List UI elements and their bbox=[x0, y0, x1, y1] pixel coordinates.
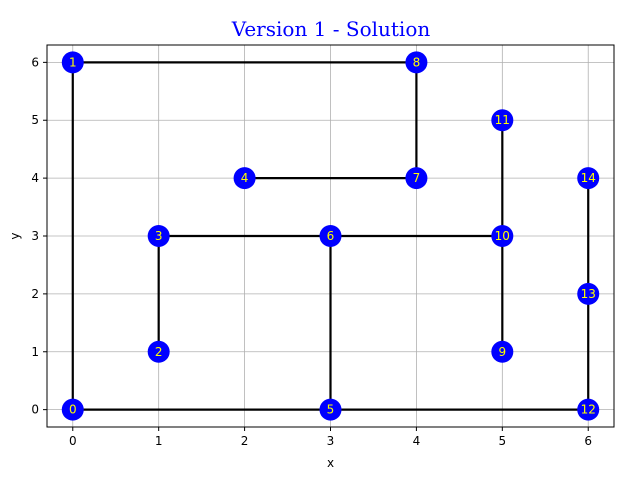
node-12: 12 bbox=[577, 398, 600, 421]
node-marker bbox=[491, 109, 514, 132]
x-tick-label: 3 bbox=[327, 434, 335, 448]
node-marker bbox=[61, 398, 84, 421]
y-tick-label: 5 bbox=[31, 113, 39, 127]
node-label: 7 bbox=[413, 171, 421, 185]
node-marker bbox=[233, 167, 256, 190]
x-tick-label: 4 bbox=[413, 434, 421, 448]
node-label: 14 bbox=[581, 171, 596, 185]
node-6: 6 bbox=[319, 225, 342, 247]
node-marker bbox=[405, 167, 428, 190]
node-7: 7 bbox=[405, 167, 428, 190]
y-tick-label: 2 bbox=[31, 287, 39, 301]
x-tick-label: 0 bbox=[69, 434, 77, 448]
x-tick-label: 6 bbox=[584, 434, 592, 448]
node-marker bbox=[491, 225, 514, 247]
y-ticks: 0 1 2 3 4 5 6 bbox=[31, 55, 47, 417]
node-label: 0 bbox=[69, 403, 77, 417]
node-14: 14 bbox=[577, 167, 600, 190]
x-ticks: 0 1 2 3 4 5 6 bbox=[69, 427, 592, 448]
node-label: 9 bbox=[498, 345, 506, 359]
node-1: 1 bbox=[61, 51, 84, 74]
node-9: 9 bbox=[491, 340, 514, 363]
node-marker bbox=[319, 398, 342, 421]
x-tick-label: 1 bbox=[155, 434, 163, 448]
node-8: 8 bbox=[405, 51, 428, 74]
node-marker bbox=[319, 225, 342, 247]
node-label: 11 bbox=[495, 113, 510, 127]
node-label: 6 bbox=[327, 229, 335, 243]
y-tick-label: 6 bbox=[31, 55, 39, 69]
node-5: 5 bbox=[319, 398, 342, 421]
node-2: 2 bbox=[147, 340, 170, 363]
node-label: 5 bbox=[327, 403, 335, 417]
node-label: 2 bbox=[155, 345, 163, 359]
y-tick-label: 1 bbox=[31, 345, 39, 359]
y-tick-label: 4 bbox=[31, 171, 39, 185]
x-tick-label: 5 bbox=[498, 434, 506, 448]
node-marker bbox=[147, 225, 170, 247]
node-3: 3 bbox=[147, 225, 170, 247]
y-tick-label: 0 bbox=[31, 403, 39, 417]
node-marker bbox=[577, 398, 600, 421]
node-marker bbox=[577, 167, 600, 190]
node-10: 10 bbox=[491, 225, 514, 247]
y-axis-label: y bbox=[8, 232, 22, 239]
node-label: 13 bbox=[581, 287, 596, 301]
chart-title: Version 1 - Solution bbox=[231, 17, 431, 41]
node-marker bbox=[147, 340, 170, 363]
edges bbox=[71, 61, 590, 411]
x-tick-label: 2 bbox=[241, 434, 249, 448]
y-tick-label: 3 bbox=[31, 229, 39, 243]
node-marker bbox=[405, 51, 428, 74]
node-13: 13 bbox=[577, 282, 600, 305]
node-label: 12 bbox=[581, 403, 596, 417]
node-4: 4 bbox=[233, 167, 256, 190]
node-11: 11 bbox=[491, 109, 514, 132]
node-marker bbox=[491, 340, 514, 363]
node-marker bbox=[61, 51, 84, 74]
node-label: 4 bbox=[241, 171, 249, 185]
node-0: 0 bbox=[61, 398, 84, 421]
x-axis-label: x bbox=[327, 456, 334, 470]
node-marker bbox=[577, 282, 600, 305]
node-label: 8 bbox=[413, 55, 421, 69]
node-label: 10 bbox=[495, 229, 510, 243]
node-label: 1 bbox=[69, 55, 77, 69]
node-label: 3 bbox=[155, 229, 163, 243]
